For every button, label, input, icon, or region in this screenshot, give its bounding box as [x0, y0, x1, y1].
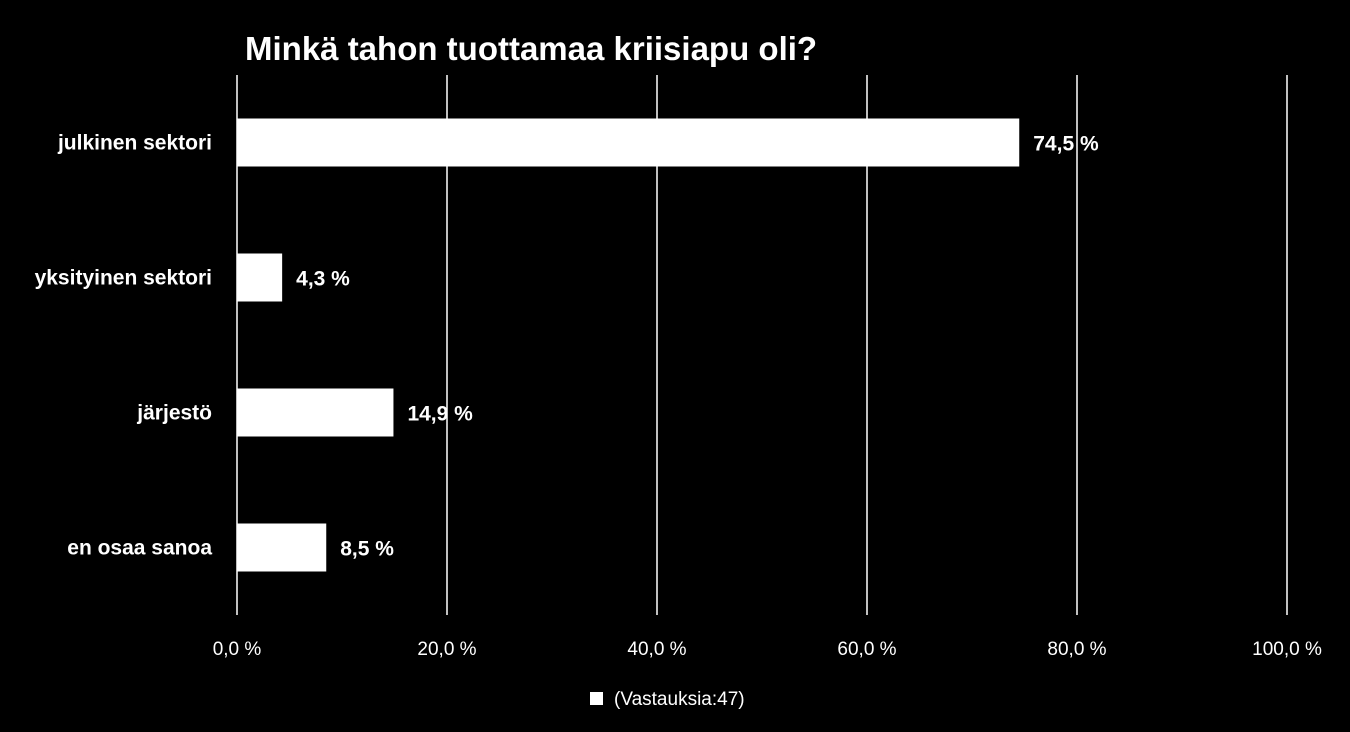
bar — [237, 523, 327, 572]
bar — [237, 388, 394, 437]
legend-label: (Vastauksia:47) — [614, 689, 745, 710]
bar — [237, 253, 283, 302]
bars — [237, 118, 1020, 572]
category-label: yksityinen sektori — [35, 267, 212, 290]
x-tick-label: 20,0 % — [417, 639, 476, 660]
chart-title: Minkä tahon tuottamaa kriisiapu oli? — [245, 30, 817, 67]
x-tick-label: 0,0 % — [213, 639, 262, 660]
category-label: järjestö — [136, 402, 212, 425]
x-tick-label: 40,0 % — [627, 639, 686, 660]
data-label: 8,5 % — [340, 538, 394, 561]
data-label: 74,5 % — [1033, 133, 1099, 156]
x-tick-label: 100,0 % — [1252, 639, 1322, 660]
bar — [237, 118, 1020, 167]
value-labels: 74,5 % 4,3 % 14,9 % 8,5 % — [296, 133, 1099, 561]
data-label: 4,3 % — [296, 268, 350, 291]
category-label: julkinen sektori — [57, 132, 212, 155]
legend: (Vastauksia:47) — [590, 689, 745, 710]
category-label: en osaa sanoa — [67, 537, 212, 560]
category-labels: julkinen sektori yksityinen sektori järjes… — [35, 132, 213, 560]
x-tick-label: 80,0 % — [1047, 639, 1106, 660]
data-label: 14,9 % — [407, 403, 473, 426]
legend-swatch — [590, 692, 603, 705]
x-tick-labels: 0,0 % 20,0 % 40,0 % 60,0 % 80,0 % 100,0 % — [213, 639, 1322, 660]
x-tick-label: 60,0 % — [837, 639, 896, 660]
